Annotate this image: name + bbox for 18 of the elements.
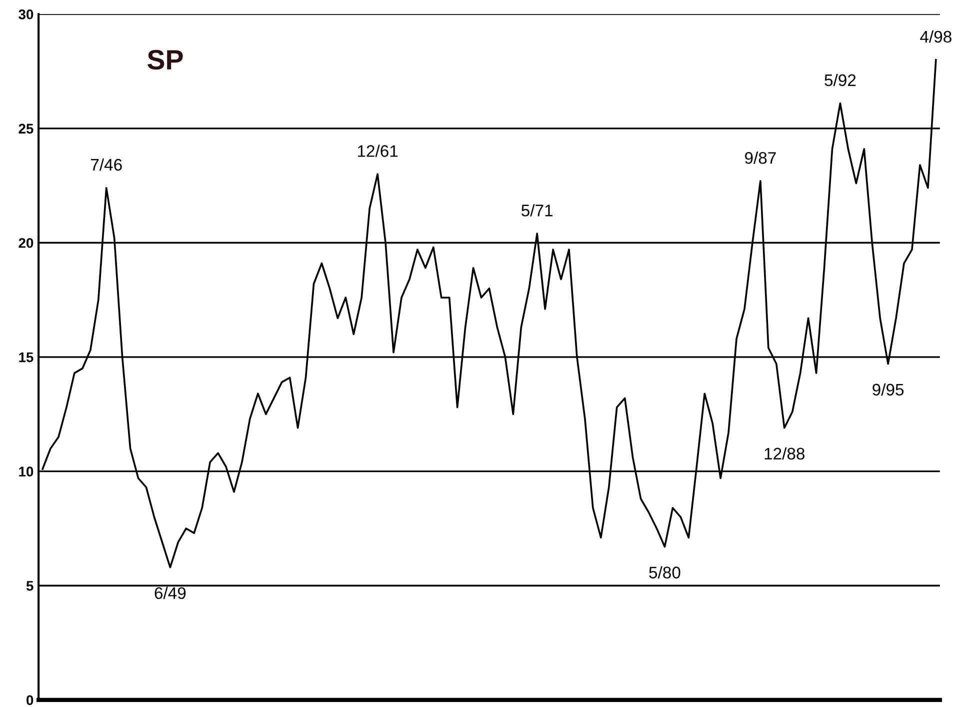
y-tick-label: 15 bbox=[19, 352, 34, 362]
y-tick-label: 0 bbox=[26, 695, 34, 706]
text: SP bbox=[148, 50, 183, 70]
y-tick-label: 10 bbox=[19, 466, 34, 477]
annotation: 9/87 bbox=[744, 152, 776, 164]
annotation: 5/80 bbox=[649, 566, 680, 578]
y-tick-label: 25 bbox=[18, 124, 34, 134]
y-tick-label: 5 bbox=[26, 581, 34, 591]
annotation: 5/71 bbox=[522, 204, 552, 216]
annotation: 9/95 bbox=[872, 383, 904, 396]
annotation: 7/46 bbox=[90, 158, 122, 171]
annotation: 12/61 bbox=[358, 144, 398, 157]
y-tick-label: 30 bbox=[18, 9, 34, 20]
y-tick-label: 20 bbox=[18, 238, 34, 248]
annotation: 5/92 bbox=[824, 74, 856, 86]
annotation: 6/49 bbox=[154, 586, 186, 600]
annotation: 12/88 bbox=[764, 447, 804, 460]
annotation: 4/98 bbox=[920, 30, 952, 43]
